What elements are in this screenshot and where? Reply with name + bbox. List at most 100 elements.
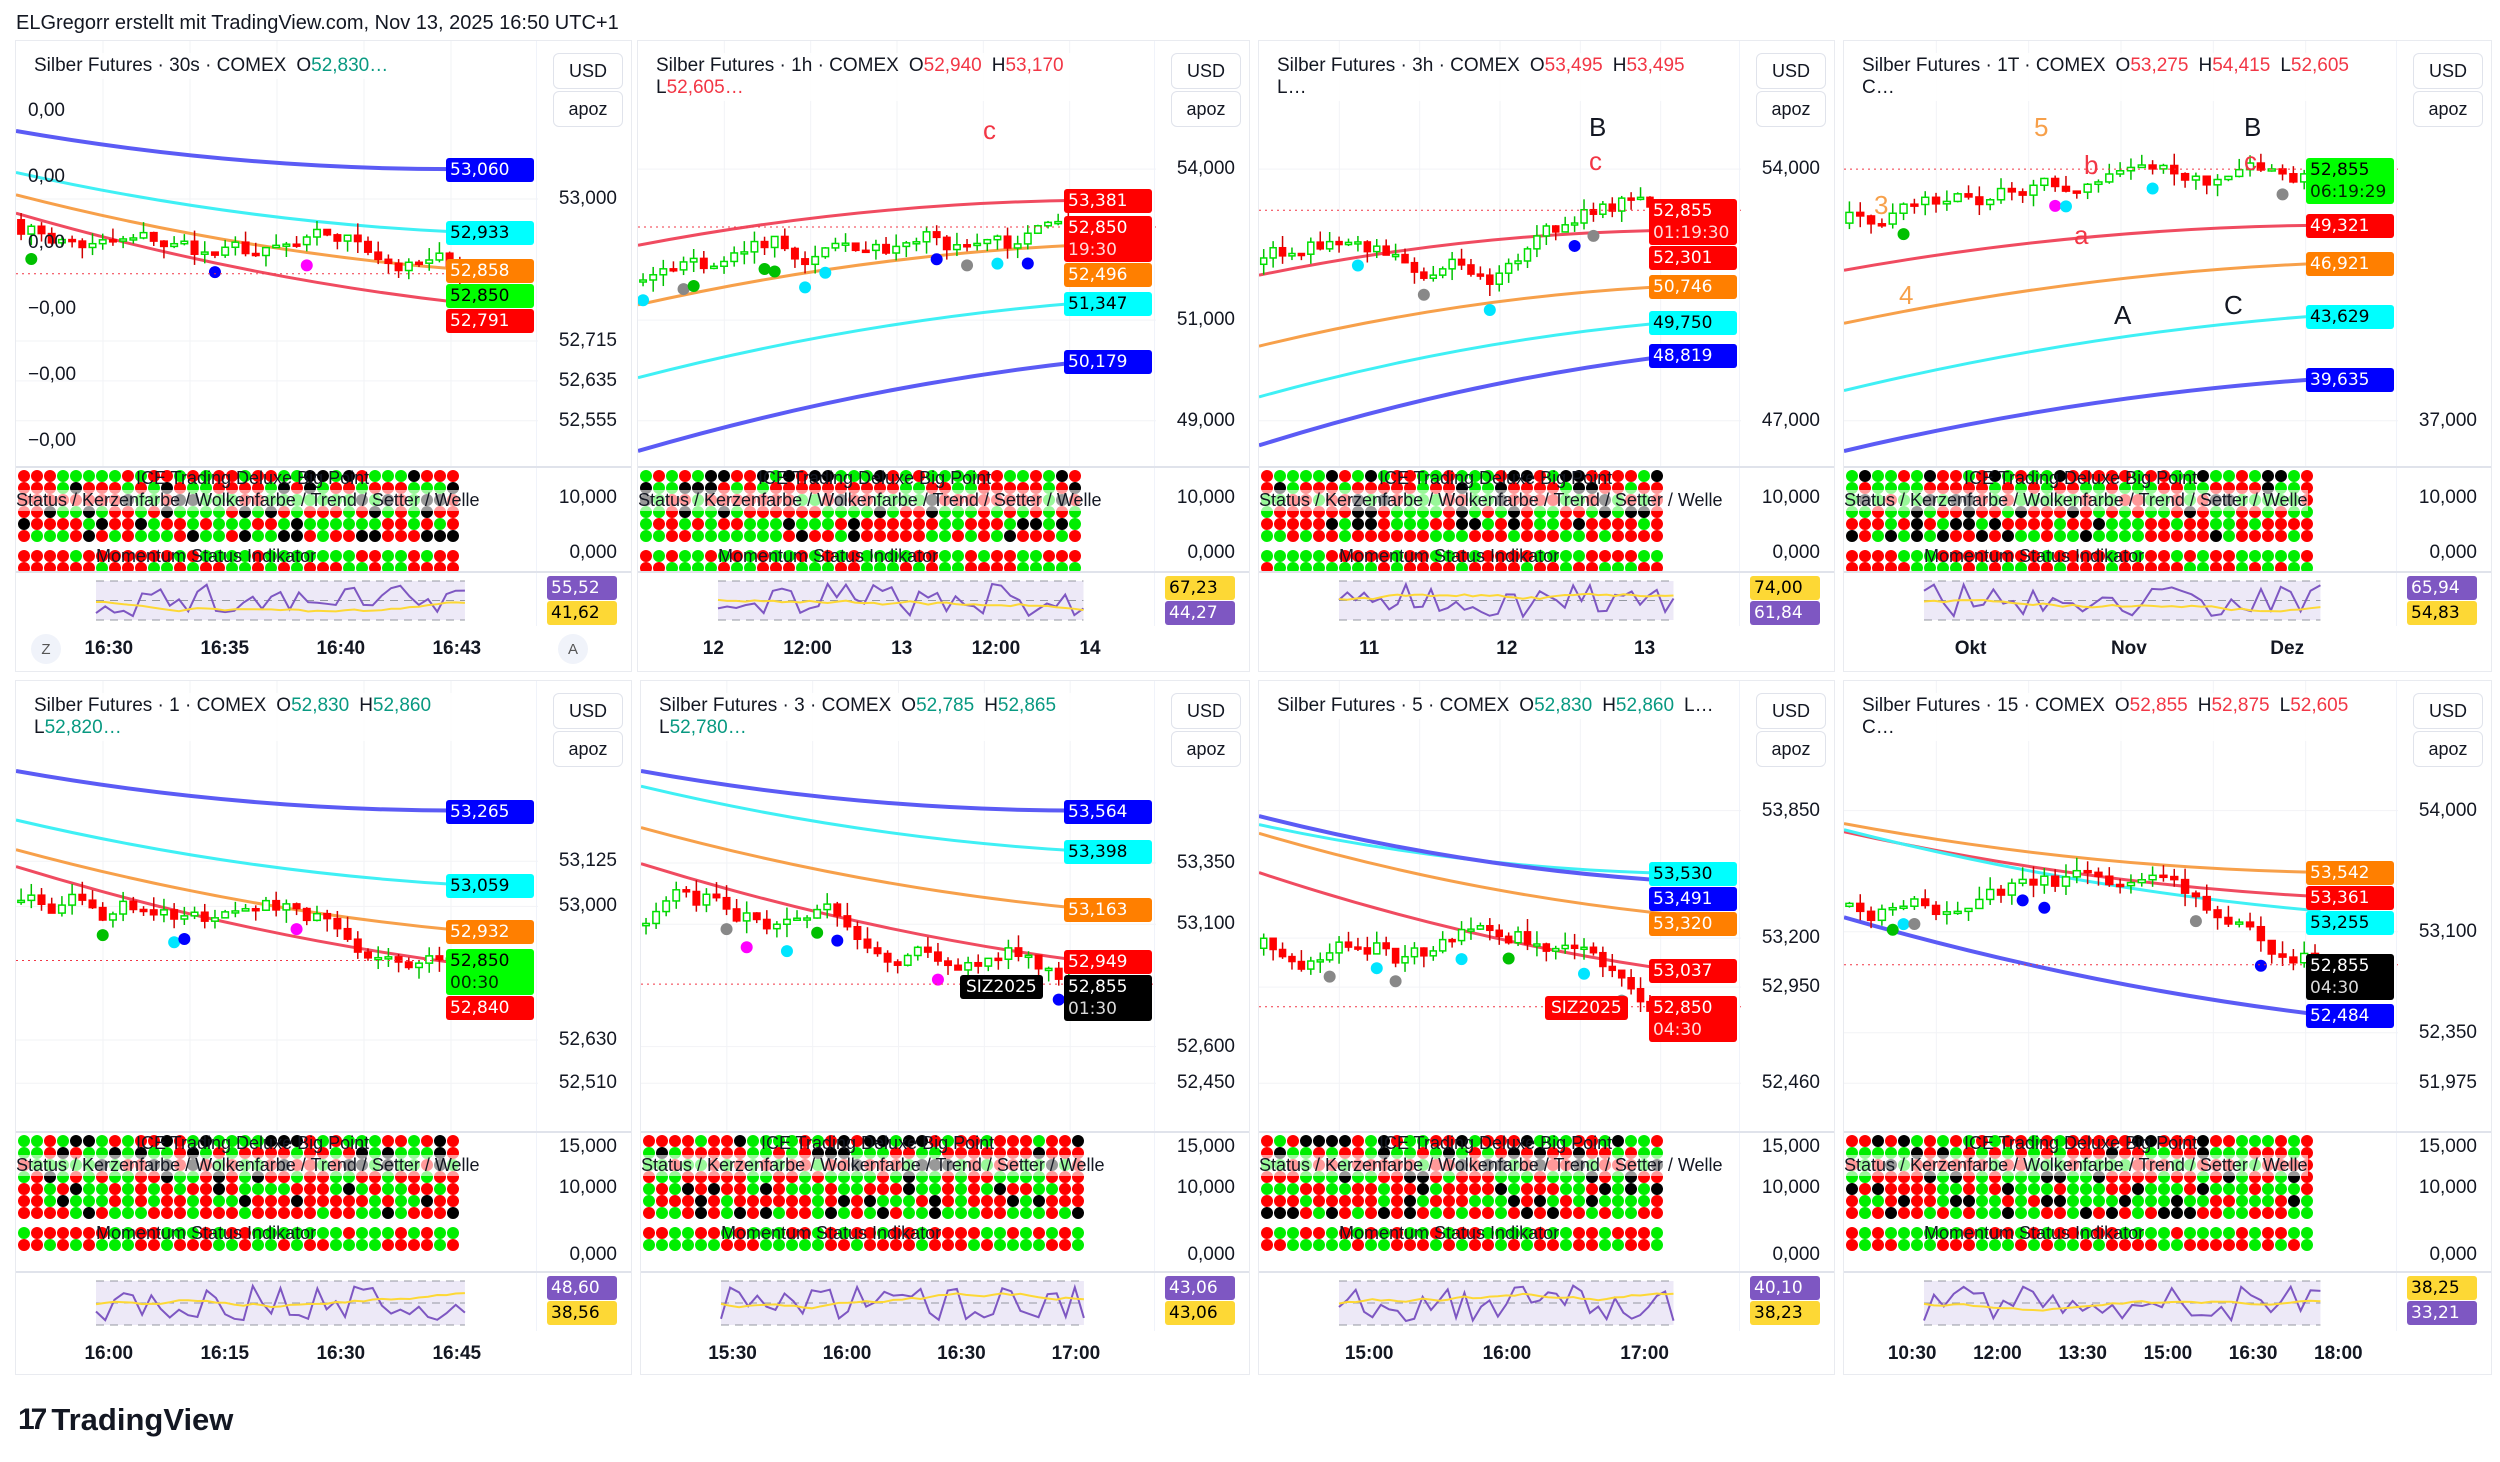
bullish-candle [742, 912, 751, 922]
price-axis[interactable]: USD apoz 53,000 52,715 52,635 52,555 [536, 41, 631, 466]
currency-button[interactable]: USD [2413, 53, 2483, 89]
currency-button[interactable]: USD [553, 693, 623, 729]
status-dot [1950, 1207, 1962, 1219]
status-dot [1495, 1195, 1507, 1207]
time-axis[interactable]: 12 12:00 13 12:00 14 [638, 626, 1249, 671]
price-chart-area[interactable]: Silber Futures · 1 · COMEX O52,830 H52,860… [16, 681, 631, 1131]
scale-mode-button[interactable]: apoz [553, 91, 623, 127]
bullish-candle [1845, 902, 1854, 908]
status-dot [109, 1195, 121, 1207]
scale-mode-button[interactable]: apoz [1171, 91, 1241, 127]
rsi-pane[interactable]: 65,94 54,83 [1844, 571, 2491, 626]
bearish-candle [1269, 937, 1277, 951]
rsi-pane[interactable]: 55,52 41,62 [16, 571, 631, 626]
rsi-pane[interactable]: 40,10 38,23 [1259, 1271, 1834, 1331]
price-chart-area[interactable]: Silber Futures · 15 · COMEX O52,855 H52,87… [1844, 681, 2491, 1131]
big-point-indicator-pane[interactable]: ICE Trading Deluxe Big Point Status / Ker… [641, 1131, 1249, 1271]
rsi-pane[interactable]: 43,06 43,06 [641, 1271, 1249, 1331]
chart-panel[interactable]: Silber Futures · 1 · COMEX O52,830 H52,860… [15, 680, 632, 1375]
currency-button[interactable]: USD [1171, 693, 1241, 729]
status-dot [213, 1135, 225, 1147]
orange-moving-average-line [1259, 284, 1674, 348]
status-dot [395, 1195, 407, 1207]
price-badge-black: 52,855 01:30 [1064, 975, 1152, 1022]
status-dot [643, 1227, 655, 1239]
zoom-reset-button[interactable]: Z [31, 634, 61, 664]
chart-panel[interactable]: Silber Futures · 1h · COMEX O52,940 H53,17… [637, 40, 1250, 672]
status-dot [1573, 550, 1585, 562]
price-chart-area[interactable]: Silber Futures · 3 · COMEX O52,785 H52,865… [641, 681, 1249, 1131]
signal-dot [638, 294, 650, 307]
chart-panel[interactable]: Silber Futures · 15 · COMEX O52,855 H52,87… [1843, 680, 2492, 1375]
time-axis[interactable]: 16:00 16:15 16:30 16:45 [16, 1331, 631, 1374]
chart-panel[interactable]: Silber Futures · 1T · COMEX O53,275 H54,41… [1843, 40, 2492, 672]
big-point-indicator-pane[interactable]: ICE Trading Deluxe Big Point Status / Ker… [16, 466, 631, 573]
price-axis[interactable]: USD apoz 54,000 47,000 [1739, 41, 1834, 466]
time-axis[interactable]: 15:00 16:00 17:00 [1259, 1331, 1834, 1374]
price-axis[interactable]: USD apoz 53,850 53,200 52,950 52,460 [1739, 681, 1834, 1131]
price-badge-orange: 52,932 [446, 919, 534, 944]
status-dot [447, 1239, 459, 1251]
price-chart-area[interactable]: Silber Futures · 1T · COMEX O53,275 H54,41… [1844, 41, 2491, 466]
signal-dot [2016, 894, 2029, 907]
chart-panel[interactable]: Silber Futures · 5 · COMEX O52,830 H52,860… [1258, 680, 1835, 1375]
chart-panel[interactable]: Silber Futures · 3 · COMEX O52,785 H52,865… [640, 680, 1250, 1375]
scale-mode-button[interactable]: apoz [1756, 731, 1826, 767]
status-legend-label: Status / Kerzenfarbe / Wolkenfarbe / Tre… [16, 490, 480, 511]
big-point-indicator-pane[interactable]: ICE Trading Deluxe Big Point Status / Ker… [1259, 466, 1834, 573]
rsi-pane[interactable]: 67,23 44,27 [638, 571, 1249, 626]
status-dot [799, 1135, 811, 1147]
currency-button[interactable]: USD [2413, 693, 2483, 729]
status-dot [1898, 550, 1910, 562]
big-point-indicator-pane[interactable]: ICE Trading Deluxe Big Point Status / Ker… [16, 1131, 631, 1271]
scale-mode-button[interactable]: apoz [1171, 731, 1241, 767]
signal-dot [1052, 993, 1065, 1006]
rsi-canvas [720, 1280, 1085, 1326]
price-axis[interactable]: USD apoz 54,000 53,100 52,350 51,975 [2396, 681, 2491, 1131]
status-dot [929, 1135, 941, 1147]
status-dot [122, 518, 134, 530]
price-chart-area[interactable]: Silber Futures · 5 · COMEX O52,830 H52,860… [1259, 681, 1834, 1131]
time-axis[interactable]: 11 12 13 [1259, 626, 1834, 671]
status-dot [239, 1239, 251, 1251]
rsi-pane[interactable]: 48,60 38,56 [16, 1271, 631, 1331]
status-dot [1482, 1207, 1494, 1219]
status-dot [226, 1195, 238, 1207]
tradingview-logo[interactable]: 17 TradingView [18, 1402, 233, 1438]
time-axis[interactable]: Okt Nov Dez [1844, 626, 2491, 671]
time-tick: 17:00 [1620, 1343, 1669, 1364]
price-axis[interactable]: USD apoz 54,000 51,000 49,000 [1154, 41, 1249, 466]
status-dot [1638, 1227, 1650, 1239]
currency-button[interactable]: USD [553, 53, 623, 89]
currency-button[interactable]: USD [1171, 53, 1241, 89]
big-point-indicator-pane[interactable]: ICE Trading Deluxe Big Point Status / Ker… [1844, 466, 2491, 573]
scale-mode-button[interactable]: apoz [553, 731, 623, 767]
price-axis[interactable]: USD apoz 53,350 53,100 52,600 52,450 [1154, 681, 1249, 1131]
price-axis[interactable]: USD apoz 37,000 [2396, 41, 2491, 466]
time-axis[interactable]: 16:30 16:35 16:40 16:43 Z A [16, 626, 631, 671]
price-chart-area[interactable]: Silber Futures · 30s · COMEX O52,830… USD a… [16, 41, 631, 466]
big-point-indicator-pane[interactable]: ICE Trading Deluxe Big Point Status / Ker… [638, 466, 1249, 573]
status-dot [1030, 470, 1042, 482]
currency-button[interactable]: USD [1756, 693, 1826, 729]
chart-panel[interactable]: Silber Futures · 3h · COMEX O53,495 H53,49… [1258, 40, 1835, 672]
auto-scale-button[interactable]: A [558, 634, 588, 664]
status-dot [952, 562, 964, 573]
status-dot [1046, 1207, 1058, 1219]
currency-button[interactable]: USD [1756, 53, 1826, 89]
time-axis[interactable]: 15:30 16:00 16:30 17:00 [641, 1331, 1249, 1374]
big-point-indicator-pane[interactable]: ICE Trading Deluxe Big Point Status / Ker… [1259, 1131, 1834, 1271]
price-chart-area[interactable]: Silber Futures · 3h · COMEX O53,495 H53,49… [1259, 41, 1834, 466]
scale-mode-button[interactable]: apoz [1756, 91, 1826, 127]
price-chart-area[interactable]: Silber Futures · 1h · COMEX O52,940 H53,17… [638, 41, 1249, 466]
rsi-pane[interactable]: 38,25 33,21 [1844, 1271, 2491, 1331]
rsi-pane[interactable]: 74,00 61,84 [1259, 571, 1834, 626]
time-axis[interactable]: 10:30 12:00 13:30 15:00 16:30 18:00 [1844, 1331, 2491, 1374]
status-dot [851, 1183, 863, 1195]
chart-panel[interactable]: Silber Futures · 30s · COMEX O52,830… USD a… [15, 40, 632, 672]
big-point-indicator-pane[interactable]: ICE Trading Deluxe Big Point Status / Ker… [1844, 1131, 2491, 1271]
bearish-candle [302, 907, 311, 922]
scale-mode-button[interactable]: apoz [2413, 731, 2483, 767]
price-axis[interactable]: USD apoz 53,125 53,000 52,630 52,510 [536, 681, 631, 1131]
scale-mode-button[interactable]: apoz [2413, 91, 2483, 127]
